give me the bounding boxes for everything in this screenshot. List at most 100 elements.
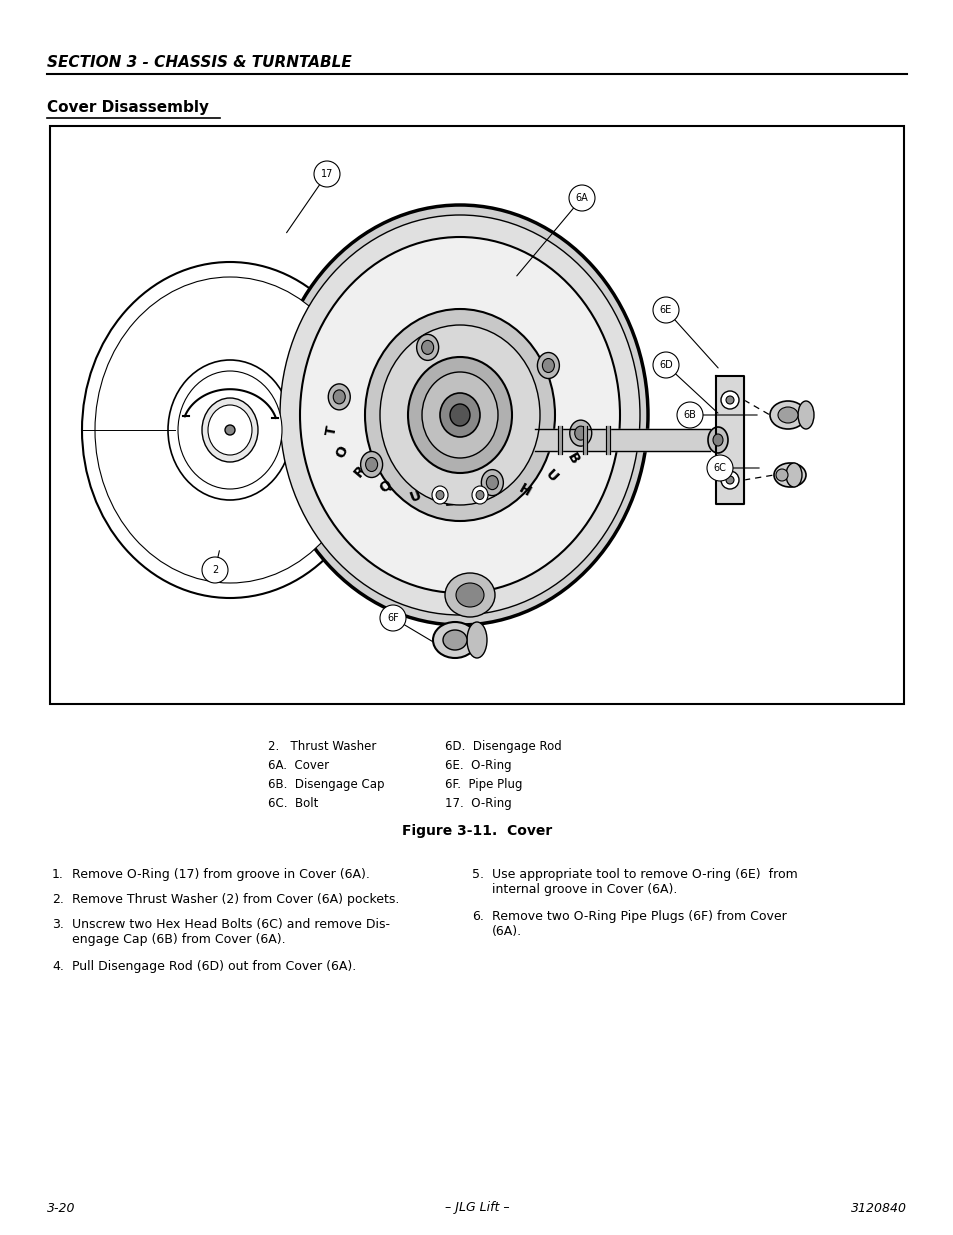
Circle shape — [379, 605, 406, 631]
Ellipse shape — [272, 205, 647, 625]
Circle shape — [652, 296, 679, 324]
Text: Q: Q — [376, 477, 394, 495]
Text: O: O — [333, 443, 351, 461]
Ellipse shape — [365, 457, 377, 472]
Ellipse shape — [328, 384, 350, 410]
Text: 6B.  Disengage Cap: 6B. Disengage Cap — [268, 778, 384, 790]
Text: 6A.  Cover: 6A. Cover — [268, 760, 329, 772]
Ellipse shape — [785, 463, 801, 487]
Ellipse shape — [433, 622, 476, 658]
Ellipse shape — [178, 370, 282, 489]
Polygon shape — [535, 429, 709, 451]
Ellipse shape — [542, 358, 554, 373]
Ellipse shape — [416, 335, 438, 361]
Circle shape — [720, 471, 739, 489]
Text: Use appropriate tool to remove O-ring (6E)  from
internal groove in Cover (6A).: Use appropriate tool to remove O-ring (6… — [492, 868, 797, 897]
Text: 5.: 5. — [472, 868, 483, 881]
Text: U: U — [542, 468, 560, 485]
Circle shape — [677, 403, 702, 429]
Ellipse shape — [360, 452, 382, 478]
Text: 1.: 1. — [52, 868, 64, 881]
Text: 6F: 6F — [387, 613, 398, 622]
Text: H: H — [516, 482, 533, 499]
Text: Remove two O-Ring Pipe Plugs (6F) from Cover
(6A).: Remove two O-Ring Pipe Plugs (6F) from C… — [492, 910, 786, 939]
Ellipse shape — [797, 401, 813, 429]
Ellipse shape — [537, 352, 558, 378]
Bar — [50, 126, 903, 704]
Text: 6B: 6B — [683, 410, 696, 420]
Ellipse shape — [450, 404, 470, 426]
Ellipse shape — [456, 583, 483, 606]
Text: 2.: 2. — [52, 893, 64, 906]
Circle shape — [720, 391, 739, 409]
Polygon shape — [716, 375, 743, 504]
Text: 6D: 6D — [659, 359, 672, 370]
Text: 6E.  O-Ring: 6E. O-Ring — [444, 760, 511, 772]
Text: 3-20: 3-20 — [47, 1202, 75, 1214]
Text: 6E: 6E — [659, 305, 672, 315]
Text: 4.: 4. — [52, 960, 64, 973]
Ellipse shape — [202, 398, 257, 462]
Circle shape — [652, 352, 679, 378]
Polygon shape — [605, 426, 609, 454]
Ellipse shape — [365, 309, 555, 521]
Ellipse shape — [472, 487, 488, 504]
Text: 6C: 6C — [713, 463, 725, 473]
Ellipse shape — [486, 475, 497, 489]
Text: 6C.  Bolt: 6C. Bolt — [268, 797, 318, 810]
Text: Unscrew two Hex Head Bolts (6C) and remove Dis-
engage Cap (6B) from Cover (6A).: Unscrew two Hex Head Bolts (6C) and remo… — [71, 918, 390, 946]
Text: E: E — [443, 494, 454, 509]
Circle shape — [202, 557, 228, 583]
Ellipse shape — [408, 357, 512, 473]
Ellipse shape — [280, 215, 639, 615]
Text: 3.: 3. — [52, 918, 64, 931]
Text: 17: 17 — [320, 169, 333, 179]
Ellipse shape — [168, 359, 292, 500]
Circle shape — [314, 161, 339, 186]
Text: Remove O-Ring (17) from groove in Cover (6A).: Remove O-Ring (17) from groove in Cover … — [71, 868, 370, 881]
Text: U: U — [408, 488, 423, 505]
Ellipse shape — [707, 427, 727, 453]
Ellipse shape — [421, 372, 497, 458]
Ellipse shape — [82, 262, 377, 598]
Text: 2: 2 — [212, 564, 218, 576]
Ellipse shape — [712, 433, 722, 446]
Text: -: - — [478, 493, 486, 508]
Text: 3120840: 3120840 — [850, 1202, 906, 1214]
Polygon shape — [582, 426, 586, 454]
Text: 6A: 6A — [575, 193, 588, 203]
Ellipse shape — [439, 393, 479, 437]
Text: Remove Thrust Washer (2) from Cover (6A) pockets.: Remove Thrust Washer (2) from Cover (6A)… — [71, 893, 399, 906]
Text: 6F.  Pipe Plug: 6F. Pipe Plug — [444, 778, 522, 790]
Ellipse shape — [574, 426, 586, 440]
Text: 6.: 6. — [472, 910, 483, 923]
Ellipse shape — [432, 487, 448, 504]
Text: T: T — [324, 424, 339, 436]
Ellipse shape — [208, 405, 252, 454]
Text: Figure 3-11.  Cover: Figure 3-11. Cover — [401, 824, 552, 839]
Text: Pull Disengage Rod (6D) out from Cover (6A).: Pull Disengage Rod (6D) out from Cover (… — [71, 960, 355, 973]
Ellipse shape — [569, 420, 591, 446]
Circle shape — [725, 475, 733, 484]
Text: R: R — [352, 462, 369, 479]
Ellipse shape — [773, 463, 805, 487]
Ellipse shape — [769, 401, 805, 429]
Circle shape — [706, 454, 732, 480]
Text: Cover Disassembly: Cover Disassembly — [47, 100, 209, 115]
Ellipse shape — [467, 622, 486, 658]
Ellipse shape — [444, 573, 495, 618]
Ellipse shape — [778, 408, 797, 424]
Ellipse shape — [442, 630, 467, 650]
Text: 17.  O-Ring: 17. O-Ring — [444, 797, 511, 810]
Circle shape — [568, 185, 595, 211]
Text: B: B — [563, 451, 580, 467]
Polygon shape — [558, 426, 561, 454]
Ellipse shape — [481, 469, 503, 495]
Ellipse shape — [379, 325, 539, 505]
Text: SECTION 3 - CHASSIS & TURNTABLE: SECTION 3 - CHASSIS & TURNTABLE — [47, 56, 352, 70]
Ellipse shape — [421, 341, 434, 354]
Ellipse shape — [299, 237, 619, 593]
Text: 6D.  Disengage Rod: 6D. Disengage Rod — [444, 740, 561, 753]
Ellipse shape — [436, 490, 443, 499]
Text: 2.   Thrust Washer: 2. Thrust Washer — [268, 740, 376, 753]
